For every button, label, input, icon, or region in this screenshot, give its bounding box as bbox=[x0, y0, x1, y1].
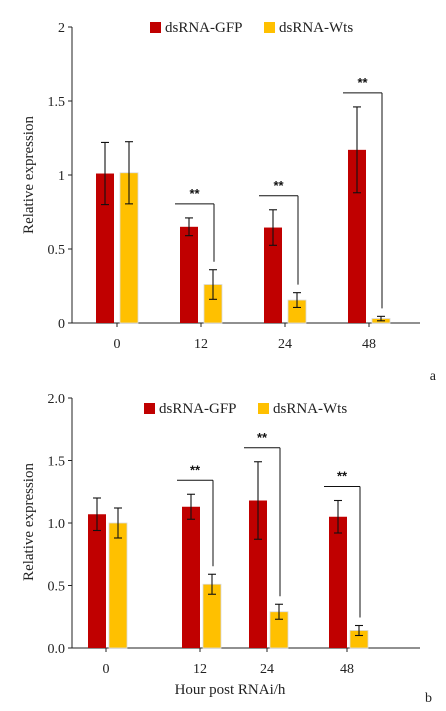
y-tick-label: 2.0 bbox=[48, 392, 66, 407]
chart-panel-b: 0.0 0.5 1.0 1.5 2.0 Relative expression Hour p… bbox=[21, 392, 432, 706]
chart-panel-a: 0 0.5 1 1.5 2 Relative expression 0 12 24 48 ** ** *… bbox=[21, 20, 437, 384]
panel-label: b bbox=[425, 691, 432, 706]
legend-label: dsRNA-GFP bbox=[159, 401, 237, 417]
y-tick-label: 0 bbox=[58, 317, 65, 332]
x-axis-title: Hour post RNAi/h bbox=[175, 682, 286, 698]
legend-swatch-wts bbox=[264, 22, 275, 33]
x-tick-label: 24 bbox=[278, 337, 292, 352]
legend-swatch-wts bbox=[258, 403, 269, 414]
legend-label: dsRNA-Wts bbox=[279, 20, 353, 36]
bar-gfp bbox=[348, 149, 366, 323]
bar-gfp bbox=[249, 500, 267, 648]
x-tick-label: 48 bbox=[362, 337, 376, 352]
legend-label: dsRNA-Wts bbox=[273, 401, 347, 417]
y-tick-label: 2 bbox=[58, 21, 65, 36]
significance-label: ** bbox=[257, 430, 268, 445]
bar-gfp bbox=[264, 227, 282, 323]
y-tick-label: 1 bbox=[58, 169, 65, 184]
significance-label: ** bbox=[190, 462, 201, 477]
bar-wts bbox=[108, 522, 128, 649]
x-tick-label: 24 bbox=[260, 662, 274, 677]
legend-swatch-gfp bbox=[150, 22, 161, 33]
x-tick-label: 12 bbox=[193, 662, 207, 677]
y-tick-label: 1.5 bbox=[48, 95, 66, 110]
significance-label: ** bbox=[273, 178, 284, 193]
legend-swatch-gfp bbox=[144, 403, 155, 414]
bar-gfp bbox=[180, 226, 198, 323]
y-tick-label: 1.5 bbox=[48, 455, 66, 470]
y-axis-title: Relative expression bbox=[21, 116, 37, 234]
bar-gfp bbox=[88, 514, 106, 648]
significance-label: ** bbox=[357, 75, 368, 90]
bar-gfp bbox=[329, 516, 347, 648]
y-tick-label: 0.0 bbox=[48, 642, 66, 657]
panel-label: a bbox=[430, 369, 437, 384]
significance-label: ** bbox=[337, 469, 348, 484]
y-axis-title: Relative expression bbox=[21, 463, 37, 581]
y-tick-label: 0.5 bbox=[48, 580, 66, 595]
bar-gfp bbox=[96, 173, 114, 323]
x-tick-label: 12 bbox=[194, 337, 208, 352]
legend-label: dsRNA-GFP bbox=[165, 20, 243, 36]
y-tick-label: 0.5 bbox=[48, 243, 66, 258]
x-tick-label: 0 bbox=[103, 662, 110, 677]
x-tick-label: 48 bbox=[340, 662, 354, 677]
y-tick-label: 1.0 bbox=[48, 517, 66, 532]
bar-gfp bbox=[182, 506, 200, 648]
significance-label: ** bbox=[189, 186, 200, 201]
x-tick-label: 0 bbox=[114, 337, 121, 352]
